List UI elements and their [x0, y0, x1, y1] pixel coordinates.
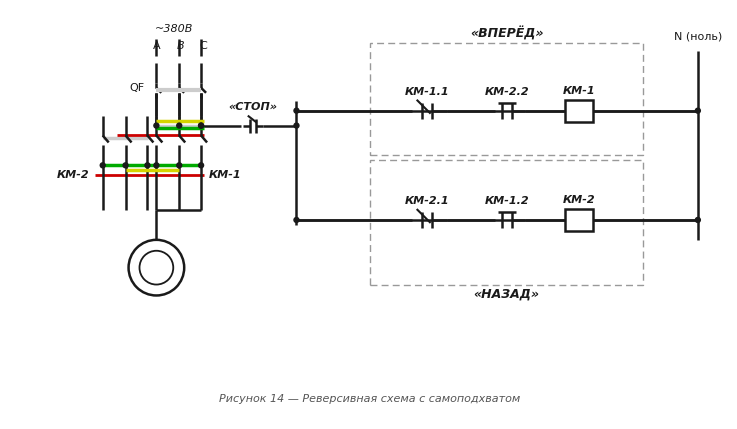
Circle shape — [294, 123, 299, 128]
Bar — [565, 100, 593, 121]
Circle shape — [100, 163, 105, 168]
Text: КМ-2: КМ-2 — [562, 195, 595, 205]
Text: КМ-2.1: КМ-2.1 — [405, 196, 449, 206]
Text: B: B — [176, 41, 184, 51]
Circle shape — [128, 240, 184, 296]
Circle shape — [177, 163, 182, 168]
Circle shape — [294, 108, 299, 113]
Text: ~380В: ~380В — [155, 24, 193, 34]
Text: КМ-1: КМ-1 — [562, 86, 595, 96]
Bar — [370, 160, 643, 284]
Circle shape — [145, 163, 150, 168]
Circle shape — [154, 123, 159, 128]
Circle shape — [139, 251, 173, 284]
Text: Рисунок 14 — Реверсивная схема с самоподхватом: Рисунок 14 — Реверсивная схема с самопод… — [220, 394, 520, 404]
Circle shape — [198, 123, 203, 128]
Circle shape — [696, 108, 700, 113]
Circle shape — [198, 123, 203, 128]
Circle shape — [198, 163, 203, 168]
Circle shape — [177, 123, 182, 128]
Circle shape — [696, 218, 700, 223]
Text: КМ-2: КМ-2 — [57, 170, 90, 180]
Text: «СТОП»: «СТОП» — [228, 102, 277, 112]
Text: C: C — [199, 41, 207, 51]
Text: КМ-2.2: КМ-2.2 — [485, 87, 529, 97]
Text: КМ-1.1: КМ-1.1 — [405, 87, 449, 97]
Circle shape — [123, 163, 128, 168]
Text: АД: АД — [144, 260, 169, 275]
Text: КМ-1: КМ-1 — [209, 170, 242, 180]
Text: A: A — [153, 41, 160, 51]
Circle shape — [294, 218, 299, 223]
Text: «НАЗАД»: «НАЗАД» — [474, 288, 539, 301]
Circle shape — [154, 163, 159, 168]
Text: «ВПЕРЁД»: «ВПЕРЁД» — [470, 26, 543, 40]
Text: N (ноль): N (ноль) — [674, 31, 722, 41]
Bar — [565, 209, 593, 231]
Text: QF: QF — [129, 83, 144, 93]
Bar — [370, 43, 643, 155]
Text: КМ-1.2: КМ-1.2 — [485, 196, 529, 206]
